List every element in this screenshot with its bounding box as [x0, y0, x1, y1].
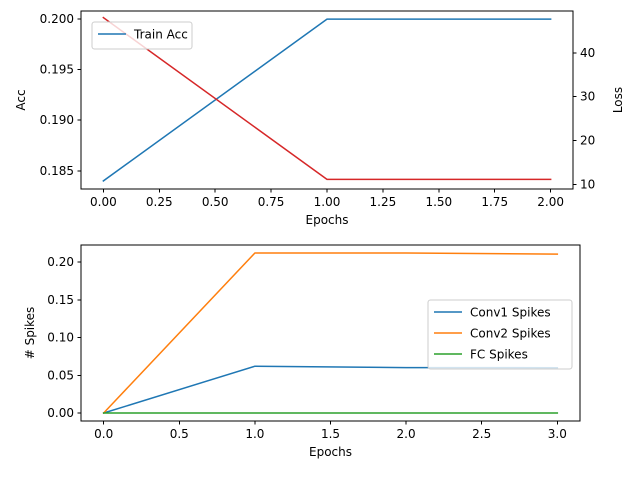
- y2-tick-label: 10: [580, 178, 595, 192]
- y-tick-label: 0.200: [40, 12, 74, 26]
- x-tick-label: 0.75: [258, 195, 285, 209]
- y2-axis-label: Loss: [611, 87, 625, 113]
- series-line-loss: [102, 16, 552, 181]
- y-tick-label: 0.10: [47, 331, 74, 345]
- series-line-conv2-spikes: [102, 252, 559, 415]
- y-tick-label: 0.185: [40, 164, 74, 178]
- y2-tick-label: 30: [580, 90, 595, 104]
- y-tick-label: 0.190: [40, 113, 74, 127]
- accuracy-loss-chart: 0.00 0.25 0.50 0.75 1.00 1.25 1.50 1.75 2.00 0.18…: [14, 10, 625, 227]
- y-axis-label: # Spikes: [23, 307, 37, 360]
- x-tick-label: 2.5: [472, 427, 491, 441]
- x-tick-label: 0.25: [146, 195, 173, 209]
- x-tick-label: 0.50: [202, 195, 229, 209]
- legend-label: Conv1 Spikes: [470, 306, 551, 320]
- x-tick-label: 2.0: [397, 427, 416, 441]
- x-tick-label: 2.00: [537, 195, 564, 209]
- y-tick-label: 0.05: [47, 368, 74, 382]
- y-tick-label: 0.195: [40, 63, 74, 77]
- legend-box: [91, 21, 193, 50]
- legend-box: [427, 299, 573, 370]
- x-tick-label: 1.50: [425, 195, 452, 209]
- legend: Train Acc: [91, 21, 193, 50]
- x-tick-label: 1.5: [321, 427, 340, 441]
- y2-tick-label: 20: [580, 134, 595, 148]
- legend-label: Conv2 Spikes: [470, 327, 551, 341]
- x-tick-label: 1.25: [370, 195, 397, 209]
- series-line-train-acc: [102, 18, 552, 182]
- x-axis-label: Epochs: [309, 445, 352, 459]
- y-tick-label: 0.15: [47, 293, 74, 307]
- spikes-chart: 0.0 0.5 1.0 1.5 2.0 2.5 3.0 0.00 0.05 0.10 0.15 0.2…: [23, 244, 581, 459]
- x-tick-label: 0.0: [94, 427, 113, 441]
- x-axis-label: Epochs: [306, 213, 349, 227]
- y-axis-label: Acc: [14, 89, 28, 110]
- y-tick-label: 0.00: [47, 406, 74, 420]
- x-tick-label: 0.00: [90, 195, 117, 209]
- legend: Conv1 Spikes Conv2 Spikes FC Spikes: [427, 299, 573, 370]
- legend-label: Train Acc: [133, 28, 188, 42]
- y2-tick-label: 40: [580, 46, 595, 60]
- x-tick-label: 1.75: [481, 195, 508, 209]
- y-tick-label: 0.20: [47, 255, 74, 269]
- x-tick-label: 1.00: [314, 195, 341, 209]
- x-tick-label: 0.5: [170, 427, 189, 441]
- x-tick-label: 3.0: [548, 427, 567, 441]
- x-tick-label: 1.0: [245, 427, 264, 441]
- legend-label: FC Spikes: [470, 348, 528, 362]
